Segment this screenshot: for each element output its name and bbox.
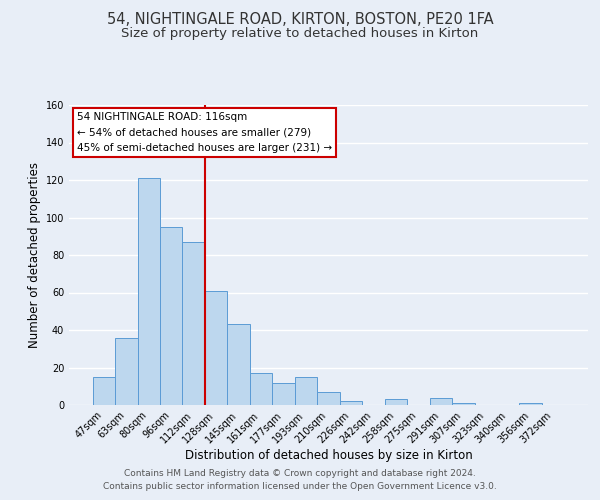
Bar xyxy=(250,373,272,405)
Bar xyxy=(520,403,542,405)
Text: 54 NIGHTINGALE ROAD: 116sqm
← 54% of detached houses are smaller (279)
45% of se: 54 NIGHTINGALE ROAD: 116sqm ← 54% of det… xyxy=(77,112,332,153)
Bar xyxy=(317,392,340,405)
Bar xyxy=(205,290,227,405)
X-axis label: Distribution of detached houses by size in Kirton: Distribution of detached houses by size … xyxy=(185,449,472,462)
Bar xyxy=(92,377,115,405)
Bar xyxy=(295,377,317,405)
Bar xyxy=(182,242,205,405)
Bar xyxy=(227,324,250,405)
Bar xyxy=(452,403,475,405)
Text: Contains public sector information licensed under the Open Government Licence v3: Contains public sector information licen… xyxy=(103,482,497,491)
Bar xyxy=(340,401,362,405)
Text: Size of property relative to detached houses in Kirton: Size of property relative to detached ho… xyxy=(121,28,479,40)
Y-axis label: Number of detached properties: Number of detached properties xyxy=(28,162,41,348)
Bar xyxy=(385,400,407,405)
Bar xyxy=(272,382,295,405)
Bar xyxy=(115,338,137,405)
Bar xyxy=(160,227,182,405)
Text: 54, NIGHTINGALE ROAD, KIRTON, BOSTON, PE20 1FA: 54, NIGHTINGALE ROAD, KIRTON, BOSTON, PE… xyxy=(107,12,493,28)
Bar xyxy=(137,178,160,405)
Bar xyxy=(430,398,452,405)
Text: Contains HM Land Registry data © Crown copyright and database right 2024.: Contains HM Land Registry data © Crown c… xyxy=(124,468,476,477)
